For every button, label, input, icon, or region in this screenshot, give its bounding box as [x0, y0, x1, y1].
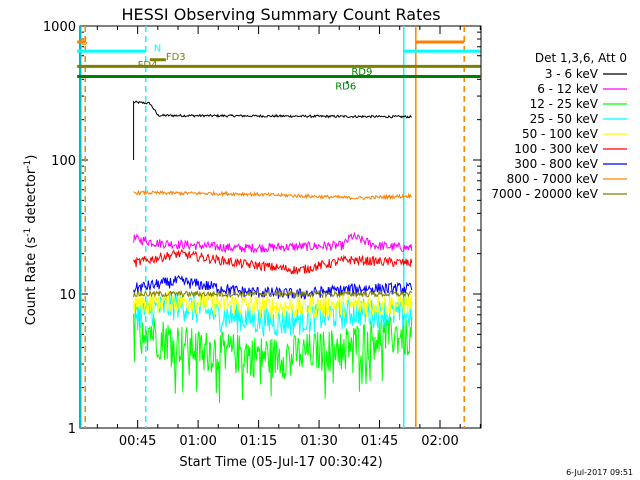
y-tick-label: 100: [51, 154, 76, 169]
y-tick-label: 1: [68, 422, 76, 437]
x-axis-label: Start Time (05-Jul-17 00:30:42): [179, 455, 382, 470]
y-axis-label-superscript: -1: [23, 228, 33, 237]
legend-entry-label: 3 - 6 keV: [545, 67, 599, 81]
rd6-marker: [345, 81, 349, 84]
series-line: [133, 100, 412, 160]
x-tick-label: 00:45: [119, 434, 156, 449]
y-axis-label: Count Rate (s: [24, 237, 39, 326]
status-bar-label: RD9: [351, 67, 372, 78]
legend-title: Det 1,3,6, Att 0: [535, 51, 627, 65]
legend-entry-label: 50 - 100 keV: [522, 127, 599, 141]
chart-title: HESSI Observing Summary Count Rates: [121, 5, 440, 24]
legend-entry-label: 25 - 50 keV: [530, 112, 599, 126]
status-bar-label: FD4: [138, 60, 158, 71]
x-tick-label: 02:00: [421, 434, 458, 449]
series-line: [133, 290, 413, 320]
status-bar-label: N: [154, 44, 161, 55]
y-axis-label-middle: detector: [24, 168, 39, 228]
legend-entry-label: 800 - 7000 keV: [507, 172, 599, 186]
y-axis-title: Count Rate (s-1 detector-1): [23, 155, 39, 326]
plot-area: 1 10 100 1000 00:45 01:00 01:15 01:30 01:45 02:00…: [43, 20, 482, 449]
y-tick-label: 1000: [43, 20, 76, 35]
series-line: [133, 275, 413, 300]
legend-entry-label: 100 - 300 keV: [514, 142, 598, 156]
series-line: [133, 289, 413, 299]
x-tick-label: 01:30: [300, 434, 337, 449]
series-line: [133, 248, 413, 275]
x-tick-label: 01:00: [179, 434, 216, 449]
legend-entry-label: 7000 - 20000 keV: [491, 187, 598, 201]
timestamp: 6-Jul-2017 09:51: [566, 468, 633, 477]
x-tick-label: 01:45: [361, 434, 398, 449]
series-line: [133, 189, 413, 201]
legend-entry-label: 300 - 800 keV: [514, 157, 598, 171]
series-line: [133, 231, 413, 254]
y-tick-label: 10: [59, 288, 76, 303]
x-tick-label: 01:15: [240, 434, 277, 449]
y-axis-label-superscript-2: -1: [23, 160, 33, 169]
status-bar-label: RD6: [335, 81, 356, 92]
plot-frame: [79, 25, 482, 429]
legend-entry-label: 6 - 12 keV: [537, 82, 599, 96]
y-axis-label-end: ): [24, 155, 39, 160]
status-bar-label: S: [81, 37, 87, 48]
series-line: [133, 303, 413, 404]
svg-text:Count Rate (s-1 detector-1): Count Rate (s-1 detector-1): [23, 155, 39, 326]
legend-entry-label: 12 - 25 keV: [530, 97, 599, 111]
status-bar-label: FD3: [166, 52, 186, 63]
